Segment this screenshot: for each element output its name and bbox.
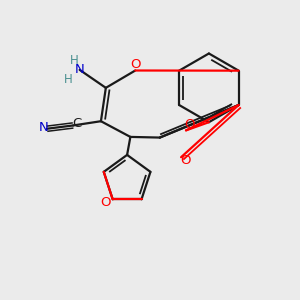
Text: O: O <box>184 118 194 131</box>
Text: O: O <box>100 196 111 209</box>
Text: O: O <box>181 154 191 167</box>
Text: H: H <box>64 73 73 85</box>
Text: N: N <box>39 121 49 134</box>
Text: H: H <box>69 53 78 67</box>
Text: C: C <box>72 117 81 130</box>
Text: O: O <box>130 58 140 71</box>
Text: N: N <box>75 63 85 76</box>
